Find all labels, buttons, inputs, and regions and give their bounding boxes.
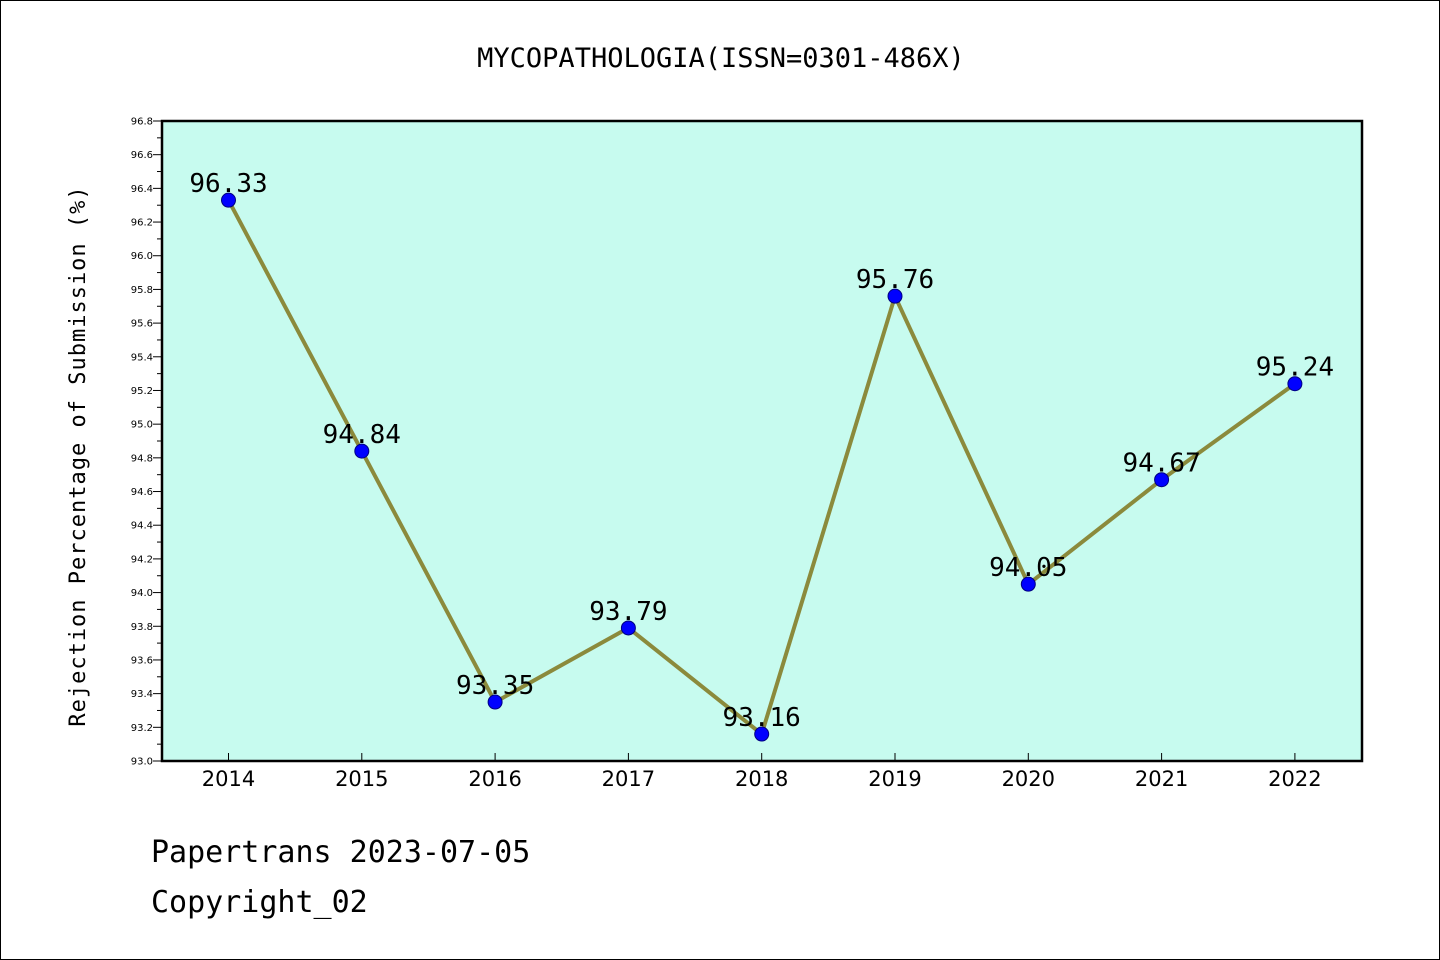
y-tick-label: 94.8 [131, 453, 153, 464]
y-tick-label: 94.4 [131, 521, 153, 532]
y-tick-label: 93.2 [131, 723, 153, 734]
data-point [887, 288, 903, 304]
y-tick-label: 95.6 [131, 319, 153, 330]
y-tick-label: 93.8 [131, 622, 153, 633]
data-label: 95.24 [1256, 353, 1334, 383]
x-tick-label: 2015 [335, 767, 388, 791]
data-label: 94.05 [989, 553, 1067, 583]
data-point [487, 694, 503, 710]
y-tick-label: 95.2 [131, 386, 153, 397]
data-point [221, 192, 236, 208]
chart-title: MYCOPATHOLOGIA(ISSN=0301-486X) [477, 43, 965, 74]
y-tick-label: 95.8 [131, 285, 153, 296]
x-tick-label: 2020 [1002, 767, 1055, 791]
y-tick-label: 94.2 [131, 554, 153, 565]
y-axis: 93.0 93.2 93.4 93.6 93.8 94.0 94.2 94.4 94.6 94.8… [131, 117, 162, 768]
footer-copyright: Copyright_02 [151, 885, 368, 920]
x-tick-label: 2018 [735, 767, 788, 791]
y-tick-label: 96.4 [131, 184, 153, 195]
x-tick-label: 2022 [1268, 767, 1321, 791]
x-axis: 2014 2015 2016 2017 2018 2019 2020 2021 2022 [202, 753, 1322, 791]
y-tick-label: 93.4 [131, 689, 153, 700]
plot-area [162, 121, 1362, 761]
data-labels: 96.33 94.84 93.35 93.79 93.16 95.76 94.05 94.67… [189, 169, 1334, 733]
y-tick-label: 96.0 [131, 251, 153, 262]
y-tick-label: 94.0 [131, 588, 153, 599]
data-label: 94.84 [323, 420, 401, 450]
footer-credit: Papertrans 2023-07-05 [151, 835, 531, 870]
x-tick-label: 2019 [868, 767, 921, 791]
x-tick-label: 2017 [602, 767, 655, 791]
y-tick-label: 93.6 [131, 655, 153, 666]
data-label: 93.16 [723, 703, 801, 733]
y-tick-label: 95.0 [131, 420, 153, 431]
data-markers [221, 192, 1303, 742]
data-point [354, 443, 370, 459]
y-tick-label: 96.8 [131, 117, 153, 128]
data-point [1154, 472, 1170, 488]
plot-frame [160, 119, 1364, 763]
data-label: 96.33 [189, 169, 267, 199]
data-point [1020, 576, 1036, 592]
data-label: 93.79 [589, 597, 667, 627]
x-tick-label: 2016 [468, 767, 521, 791]
y-axis-label: Rejection Percentage of Submission (%) [66, 185, 91, 726]
y-tick-label: 96.2 [131, 218, 153, 229]
x-tick-label: 2021 [1135, 767, 1188, 791]
data-label: 94.67 [1122, 449, 1200, 479]
data-label: 95.76 [856, 265, 934, 295]
data-point [620, 620, 636, 636]
y-tick-label: 95.4 [131, 352, 153, 363]
data-label: 93.35 [456, 671, 534, 701]
y-tick-label: 93.0 [131, 757, 153, 768]
y-tick-label: 96.6 [131, 150, 153, 161]
y-tick-label: 94.6 [131, 487, 153, 498]
data-point [754, 726, 770, 742]
data-point [1287, 376, 1303, 392]
x-tick-label: 2014 [202, 767, 255, 791]
